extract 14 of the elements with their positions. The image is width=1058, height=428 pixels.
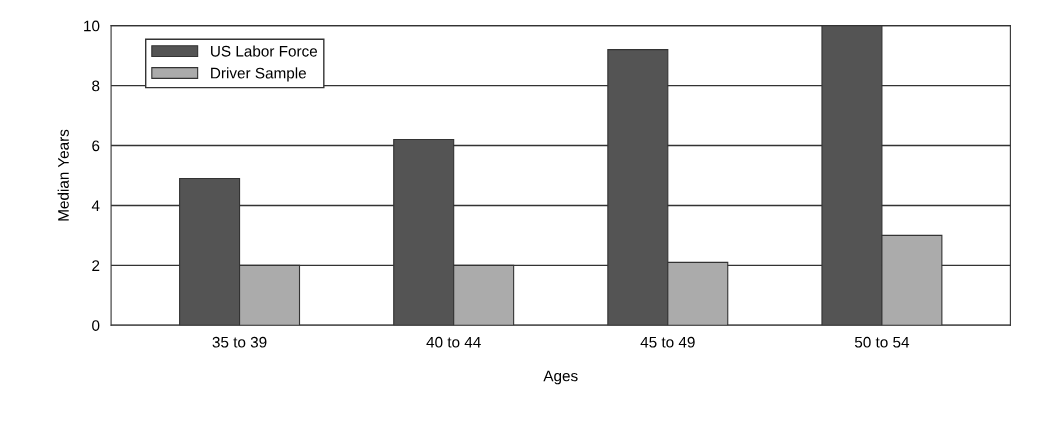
x-tick-label: 50 to 54: [854, 336, 910, 348]
y-tick-label: 2: [92, 260, 100, 271]
y-tick-label: 10: [84, 20, 100, 32]
y-tick-label: 6: [92, 140, 100, 152]
y-tick-label: 8: [92, 80, 100, 92]
legend-label: US Labor Force: [211, 45, 318, 57]
x-axis-title: Ages: [543, 370, 578, 385]
x-tick-label: 35 to 39: [212, 336, 267, 348]
y-tick-label: 4: [91, 200, 100, 211]
y-tick-label: 0: [92, 320, 100, 331]
x-tick-label: 45 to 49: [640, 336, 695, 348]
x-tick-label: 40 to 44: [426, 336, 481, 348]
y-axis-title: Median Years: [57, 129, 69, 221]
legend-label: Driver Sample: [211, 67, 306, 82]
